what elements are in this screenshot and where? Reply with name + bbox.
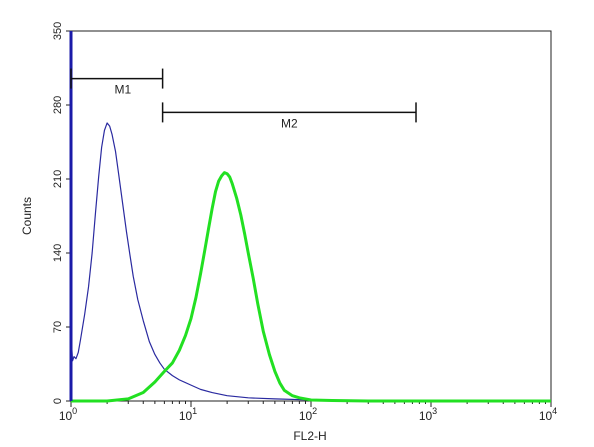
y-tick-label: 140 bbox=[52, 244, 64, 262]
y-axis-label: Counts bbox=[20, 197, 34, 235]
x-tick-label: 102 bbox=[299, 406, 317, 423]
x-axis: 100 101 102 103 104 bbox=[59, 401, 557, 423]
gate-marker-label: M2 bbox=[281, 116, 298, 130]
x-tick-label: 103 bbox=[419, 406, 437, 423]
x-axis-label: FL2-H bbox=[293, 429, 326, 443]
marker-layer: M1 M2 bbox=[70, 68, 417, 130]
series-layer bbox=[70, 122, 552, 403]
gate-marker-m1: M1 bbox=[70, 68, 164, 97]
gate-marker-m2: M2 bbox=[161, 102, 417, 130]
histogram-series-2 bbox=[71, 171, 551, 403]
y-tick-label: 70 bbox=[52, 321, 64, 333]
y-axis: 0 70 140 210 280 350 bbox=[52, 22, 71, 404]
y-tick-label: 280 bbox=[52, 96, 64, 114]
y-tick-label: 0 bbox=[52, 398, 64, 404]
y-tick-label: 210 bbox=[52, 170, 64, 188]
x-tick-label: 101 bbox=[179, 406, 197, 423]
plot-frame bbox=[69, 30, 552, 402]
gate-marker-label: M1 bbox=[114, 83, 131, 97]
histogram-series-1 bbox=[70, 122, 552, 402]
x-tick-label: 100 bbox=[59, 406, 77, 423]
y-tick-label: 350 bbox=[52, 22, 64, 40]
x-tick-label: 104 bbox=[539, 406, 557, 423]
